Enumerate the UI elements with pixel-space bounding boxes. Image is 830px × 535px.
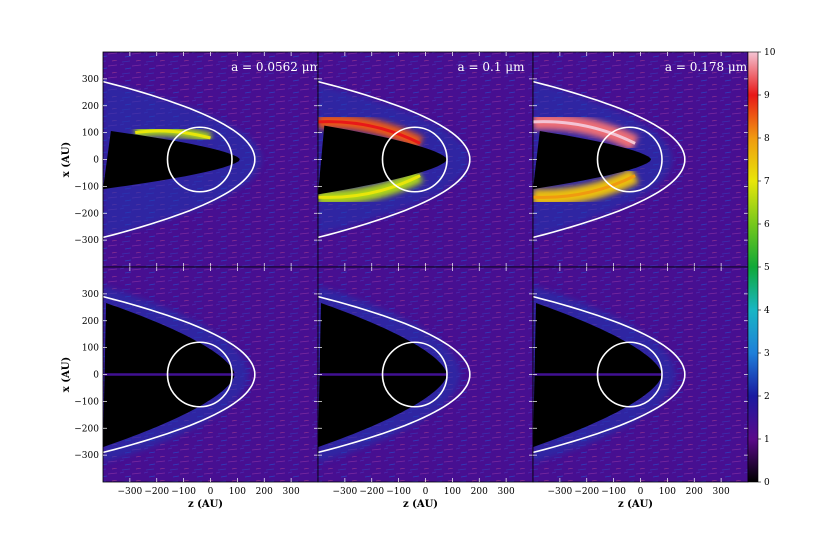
flux-peak-line <box>318 174 421 199</box>
x-tick-label: 100 <box>444 487 461 497</box>
y-tick-label: 200 <box>82 317 99 327</box>
colorbar-tick-label: 7 <box>764 177 770 187</box>
panel-r1-c2: a = 0.1 μm <box>317 51 534 268</box>
colorbar-tick-label: 2 <box>764 392 770 402</box>
panel-title: a = 0.0562 μm <box>231 60 321 74</box>
panel-r1-c1: a = 0.0562 μm <box>102 51 322 268</box>
x-tick-label: −100 <box>171 487 196 497</box>
y-tick-label: 100 <box>82 344 99 354</box>
x-tick-label: −200 <box>574 487 599 497</box>
panels-group: a = 0.0562 μm a = 0.1 μm a = 0.178 μm <box>102 51 749 483</box>
colorbar-tick-label: 0 <box>764 478 770 488</box>
x-tick-label: −300 <box>548 487 573 497</box>
colorbar-tick-label: 1 <box>764 435 770 445</box>
y-tick-label: −300 <box>74 451 99 461</box>
x-tick-label: −100 <box>386 487 411 497</box>
dust-free-cavity <box>103 131 240 190</box>
x-tick-label: 200 <box>256 487 273 497</box>
x-tick-label: −200 <box>144 487 169 497</box>
panel-r2-c2 <box>317 266 534 483</box>
astropause-curve <box>533 80 686 239</box>
x-axis-label: z (AU) <box>403 499 438 510</box>
y-tick-label: 0 <box>93 156 99 166</box>
astropause-curve <box>533 295 686 454</box>
x-tick-label: 0 <box>423 487 429 497</box>
x-tick-label: 300 <box>283 487 300 497</box>
y-tick-label: −100 <box>74 182 99 192</box>
y-tick-label: 200 <box>82 102 99 112</box>
termination-shock-circle <box>596 341 663 408</box>
y-tick-label: −100 <box>74 397 99 407</box>
y-tick-label: 300 <box>82 75 99 85</box>
colorbar: 0 1 2 3 4 5 6 7 8 9 10 <box>747 48 776 488</box>
x-axis-label: z (AU) <box>618 499 653 510</box>
y-axis-label: x (AU) <box>61 142 72 177</box>
astropause-curve <box>318 80 471 239</box>
colorbar-tick-label: 4 <box>764 306 770 316</box>
panel-title: a = 0.1 μm <box>458 60 526 74</box>
panel-r2-c1 <box>102 266 319 483</box>
dust-free-cavity <box>533 131 652 190</box>
termination-shock-circle <box>381 126 448 193</box>
x-tick-label: 0 <box>208 487 214 497</box>
y-axis-label: x (AU) <box>61 357 72 392</box>
termination-shock-circle <box>381 341 448 408</box>
x-tick-label: 200 <box>686 487 703 497</box>
panel-title: a = 0.178 μm <box>665 60 748 74</box>
astropause-curve <box>103 80 256 239</box>
colorbar-tick-label: 3 <box>764 349 770 359</box>
colorbar-tick-label: 5 <box>764 263 770 273</box>
colorbar-tick-label: 10 <box>764 48 776 58</box>
termination-shock-circle <box>166 126 233 193</box>
x-tick-label: −200 <box>359 487 384 497</box>
x-axis-label: z (AU) <box>188 499 223 510</box>
colorbar-tick-label: 6 <box>764 220 770 230</box>
colorbar-tick-label: 8 <box>764 134 770 144</box>
astropause-curve <box>103 295 256 454</box>
flux-peak-line <box>135 129 211 140</box>
y-tick-label: 300 <box>82 290 99 300</box>
flux-peak-line <box>318 120 421 145</box>
x-tick-label: 300 <box>713 487 730 497</box>
x-tick-label: 200 <box>471 487 488 497</box>
x-tick-label: 100 <box>659 487 676 497</box>
y-tick-label: −200 <box>74 424 99 434</box>
x-tick-label: −300 <box>333 487 358 497</box>
termination-shock-circle <box>166 341 233 408</box>
y-tick-label: 0 <box>93 371 99 381</box>
astropause-curve <box>318 295 471 454</box>
colorbar-tick-label: 9 <box>764 91 770 101</box>
x-tick-label: 300 <box>498 487 515 497</box>
flux-peak-line <box>533 174 636 199</box>
panel-r1-c3: a = 0.178 μm <box>532 51 749 268</box>
colorbar-scale <box>747 51 759 483</box>
y-tick-label: −200 <box>74 209 99 219</box>
termination-shock-circle <box>596 126 663 193</box>
y-tick-label: 100 <box>82 129 99 139</box>
x-tick-label: −100 <box>601 487 626 497</box>
x-tick-label: 100 <box>229 487 246 497</box>
x-tick-label: −300 <box>118 487 143 497</box>
y-tick-label: −300 <box>74 236 99 246</box>
x-tick-label: 0 <box>638 487 644 497</box>
flux-peak-line <box>533 120 636 145</box>
panel-r2-c3 <box>532 266 749 483</box>
